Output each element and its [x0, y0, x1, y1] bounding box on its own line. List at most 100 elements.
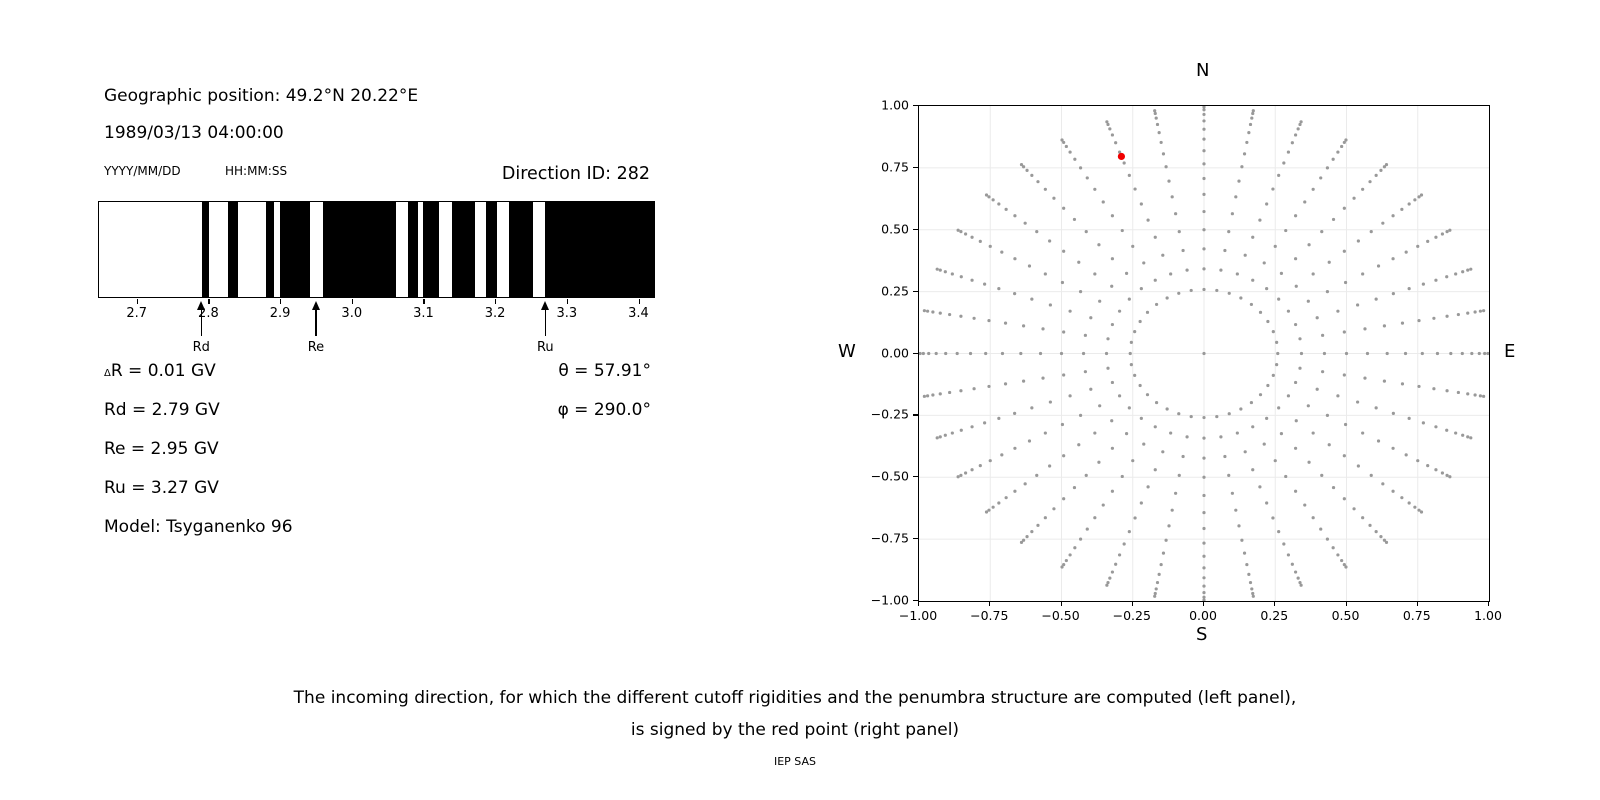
direction-dot	[1374, 173, 1378, 177]
direction-dot	[1391, 257, 1395, 261]
direction-dot	[1060, 565, 1064, 569]
direction-dot	[1243, 450, 1247, 454]
direction-dot	[1019, 351, 1023, 356]
direction-dot	[1234, 195, 1238, 199]
direction-dot	[1237, 179, 1241, 183]
direction-dot	[1404, 250, 1408, 254]
direction-dot	[1052, 507, 1056, 511]
direction-dot	[1473, 393, 1477, 397]
direction-dot	[1202, 526, 1206, 531]
direction-dot	[1078, 537, 1083, 541]
direction-dot	[1290, 141, 1294, 145]
direction-dot	[1271, 329, 1275, 334]
direction-dot	[1133, 187, 1137, 191]
delta-symbol: Δ	[104, 368, 111, 379]
direction-dot	[1098, 299, 1102, 303]
direction-dot	[921, 351, 925, 356]
direction-dot	[1202, 554, 1206, 558]
direction-dot	[959, 275, 963, 279]
direction-dot	[1114, 562, 1118, 566]
direction-dot	[1052, 196, 1056, 200]
direction-dot	[1062, 330, 1066, 334]
direction-dot	[1352, 196, 1356, 200]
direction-dot	[1356, 400, 1360, 404]
rigidity-axis-tick-label: 3.1	[413, 306, 434, 321]
direction-dot	[1155, 580, 1160, 585]
direction-dot	[1249, 400, 1254, 405]
direction-dot	[1454, 431, 1458, 435]
direction-dot	[1127, 173, 1131, 177]
direction-dot	[956, 475, 960, 479]
direction-dot	[1227, 291, 1231, 295]
direction-dot	[1128, 351, 1132, 356]
direction-dot	[1379, 535, 1383, 539]
direction-dot	[1413, 505, 1417, 509]
direction-dot	[1122, 161, 1126, 165]
direction-dot	[1098, 404, 1102, 408]
direction-dot	[1294, 419, 1298, 423]
direction-dot	[1416, 459, 1420, 463]
direction-dot	[1105, 120, 1109, 124]
direction-dot	[1482, 309, 1486, 313]
rigidity-axis-tick	[351, 299, 353, 304]
direction-dot	[1461, 270, 1465, 274]
direction-dot	[1273, 459, 1277, 463]
direction-dot	[1164, 165, 1168, 169]
direction-dot	[1202, 576, 1206, 580]
direction-dot	[1154, 587, 1158, 591]
direction-dot	[1108, 576, 1112, 580]
direction-dot	[1343, 422, 1348, 427]
direction-dot	[948, 312, 952, 317]
direction-dot	[1404, 453, 1408, 457]
direction-dot	[1027, 439, 1032, 443]
direction-dot	[1277, 530, 1281, 534]
rigidity-axis-tick-label: 3.0	[341, 306, 363, 321]
direction-dot	[1041, 327, 1045, 331]
direction-dot	[1327, 443, 1331, 447]
direction-dot	[1157, 572, 1161, 577]
direction-dot	[1177, 412, 1181, 416]
direction-dot	[1296, 127, 1300, 131]
direction-dot	[984, 351, 988, 356]
direction-dot	[1114, 141, 1118, 145]
direction-dot	[1030, 297, 1034, 301]
direction-dot	[1331, 485, 1336, 490]
direction-dot	[1356, 239, 1360, 243]
direction-dot	[1122, 542, 1126, 546]
direction-dot	[1296, 576, 1300, 580]
direction-dot	[1340, 558, 1344, 563]
direction-dot	[1344, 351, 1349, 356]
direction-dot	[983, 282, 987, 286]
direction-dot	[1299, 351, 1304, 356]
direction-dot	[1021, 165, 1026, 169]
direction-dot	[1068, 150, 1072, 154]
direction-dot	[1454, 272, 1458, 276]
direction-dot	[1106, 580, 1110, 585]
x-axis-tick	[1416, 601, 1418, 606]
direction-dot	[959, 230, 963, 234]
direction-dot	[1043, 187, 1047, 191]
direction-dot	[963, 232, 968, 236]
direction-dot	[1154, 302, 1159, 307]
direction-dot	[1202, 415, 1206, 420]
rigidity-axis-tick	[638, 299, 640, 304]
rd-arrow-icon	[197, 301, 206, 310]
direction-dot	[1101, 503, 1105, 507]
direction-dot	[1023, 221, 1027, 225]
direction-dot	[1038, 351, 1043, 356]
direction-dot	[1110, 570, 1115, 574]
x-axis-tick	[1060, 601, 1062, 606]
direction-dot	[1110, 214, 1115, 218]
theta-text: θ = 57.91°	[558, 361, 651, 381]
direction-dot	[1319, 176, 1323, 180]
direction-dot	[1110, 446, 1115, 450]
direction-dot	[1282, 161, 1286, 165]
direction-dot	[1303, 200, 1307, 204]
direction-dot	[1361, 431, 1365, 435]
direction-dot	[1344, 565, 1348, 569]
direction-dot	[1382, 379, 1387, 383]
direction-dot	[1243, 253, 1247, 257]
direction-dot	[1282, 542, 1286, 546]
direction-dot	[1382, 324, 1387, 328]
direction-dot	[1445, 389, 1449, 393]
